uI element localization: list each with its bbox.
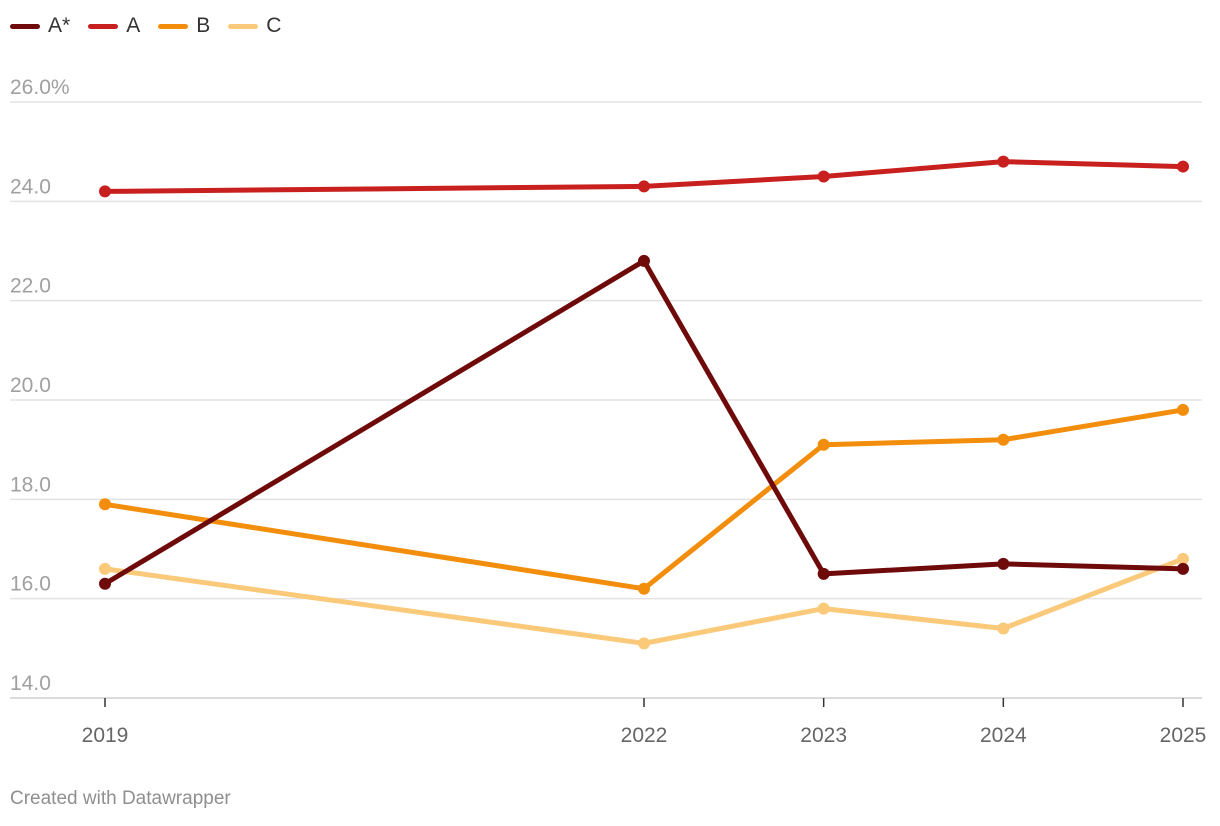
gridlines <box>10 101 1202 699</box>
data-point-a-star <box>99 577 111 590</box>
data-point-a-star <box>817 567 830 580</box>
legend-swatch-a <box>88 23 119 29</box>
x-tick-label: 2023 <box>800 724 847 747</box>
legend-label-b: B <box>196 14 211 37</box>
data-point-a <box>99 185 111 198</box>
y-tick-label: 24.0 <box>10 175 51 198</box>
x-tick-label: 2024 <box>980 724 1027 747</box>
data-point-b <box>638 582 650 595</box>
legend-swatch-b <box>158 23 189 29</box>
data-point-b <box>817 438 830 451</box>
data-point-a <box>997 155 1010 168</box>
legend-label-a: A <box>126 14 141 37</box>
data-point-b <box>99 498 111 511</box>
legend-item-b: B <box>158 14 210 38</box>
y-tick-label: 14.0 <box>10 672 51 695</box>
legend-swatch-a-star <box>10 23 40 29</box>
data-point-c <box>99 562 111 575</box>
data-point-c <box>817 602 830 615</box>
legend-label-a-star: A* <box>48 14 71 37</box>
y-tick-label: 18.0 <box>10 473 51 496</box>
data-point-c <box>638 637 650 650</box>
series-line-a-star <box>102 258 1186 587</box>
data-point-c <box>1177 552 1189 565</box>
line-chart: 14.0 16.0 18.0 20.0 22.0 24.0 26.0% 2019 2022 202… <box>10 76 1206 747</box>
datawrapper-credit: Created with Datawrapper <box>10 788 231 809</box>
series-lines <box>99 155 1189 650</box>
data-point-b <box>997 433 1010 446</box>
y-tick-label: 22.0 <box>10 275 51 298</box>
y-tick-label: 26.0% <box>10 76 70 99</box>
y-tick-label: 16.0 <box>10 573 51 596</box>
chart-legend: A* A B C <box>10 14 281 38</box>
data-point-a-star <box>638 254 650 267</box>
series-line-c <box>102 556 1186 646</box>
data-point-c <box>997 622 1010 635</box>
legend-label-c: C <box>266 14 282 37</box>
x-tick-label: 2022 <box>621 724 668 747</box>
data-point-a <box>817 170 830 183</box>
data-point-b <box>1177 403 1189 416</box>
legend-item-c: C <box>228 14 281 38</box>
data-point-a-star <box>997 557 1010 570</box>
tick-labels: 14.0 16.0 18.0 20.0 22.0 24.0 26.0% 2019 2022 202… <box>10 76 1206 747</box>
y-tick-label: 20.0 <box>10 374 51 397</box>
data-point-a <box>638 180 650 193</box>
data-point-a-star <box>1177 562 1189 575</box>
legend-item-a-star: A* <box>10 14 70 38</box>
x-axis <box>104 698 1184 707</box>
legend-swatch-c <box>228 23 259 29</box>
legend-item-a: A <box>88 14 140 38</box>
x-tick-label: 2019 <box>82 724 129 747</box>
data-point-a <box>1177 160 1189 173</box>
x-tick-label: 2025 <box>1160 724 1207 747</box>
